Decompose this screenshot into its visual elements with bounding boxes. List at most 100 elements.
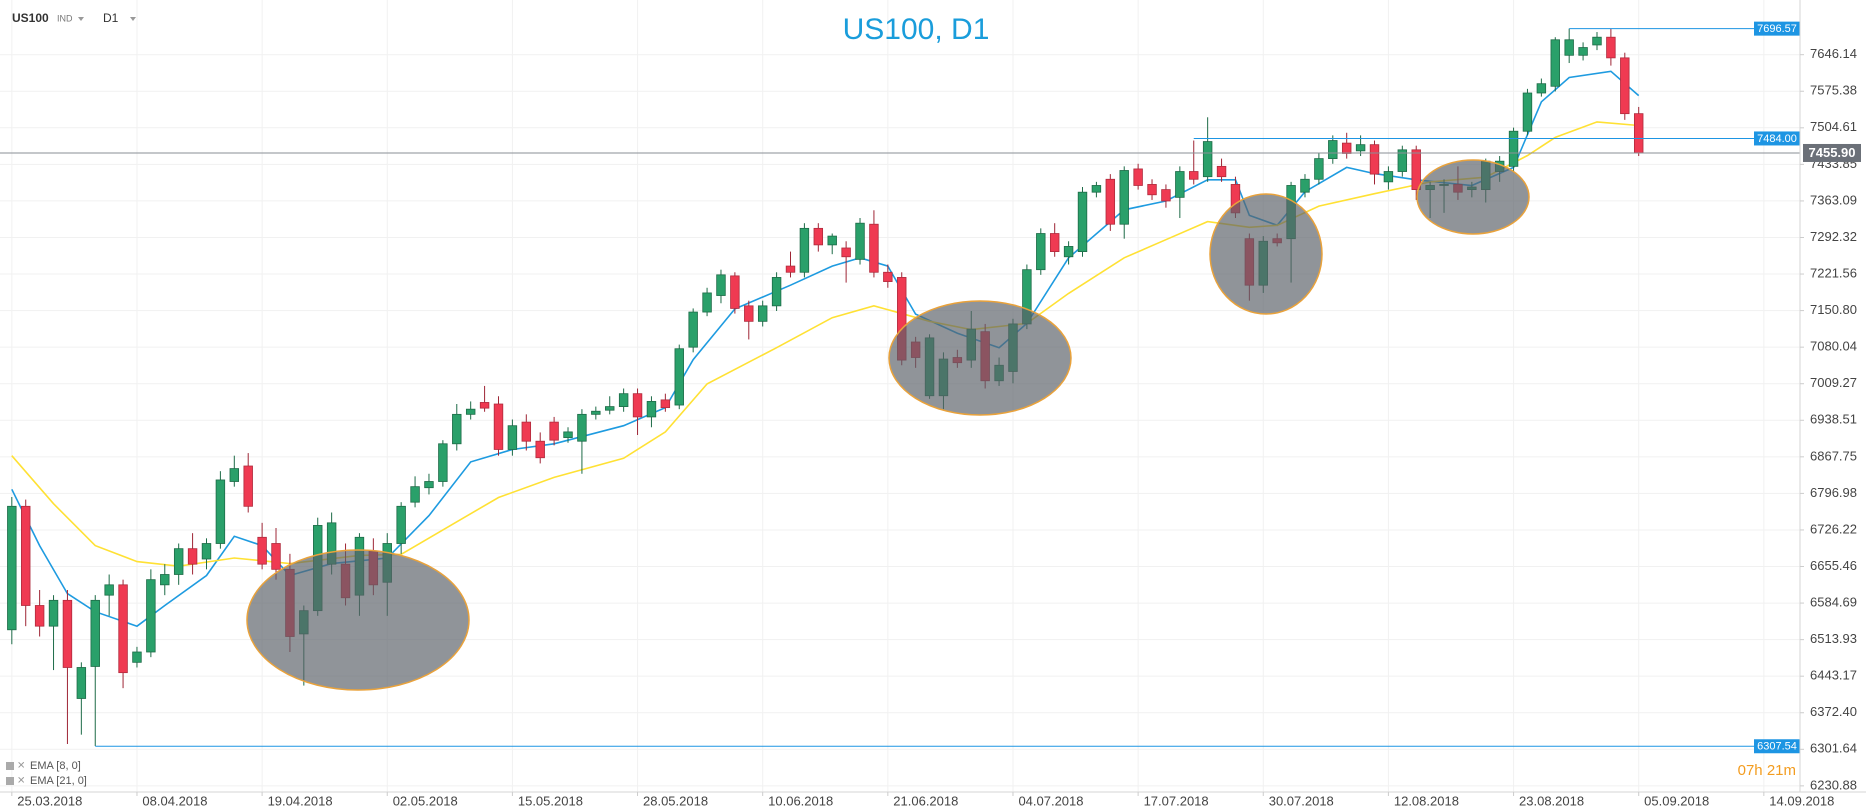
candle-body bbox=[271, 543, 281, 570]
axes: 7646.147575.387504.617433.857363.097292.… bbox=[11, 46, 1861, 808]
price-lines: 7696.57 7484.00 6307.54 bbox=[0, 21, 1800, 754]
symbol[interactable]: US100 bbox=[12, 11, 49, 25]
candle-body bbox=[1620, 57, 1630, 115]
y-tick-label: 7504.61 bbox=[1810, 119, 1857, 134]
instrument-type[interactable]: IND bbox=[57, 13, 73, 23]
highlight-ellipse bbox=[1209, 193, 1323, 315]
candle-body bbox=[1341, 142, 1352, 154]
candle-body bbox=[201, 543, 212, 560]
candle-body bbox=[757, 305, 768, 322]
x-tick-label: 05.09.2018 bbox=[1644, 793, 1709, 808]
x-tick-label: 04.07.2018 bbox=[1018, 793, 1083, 808]
dropdown-arrow[interactable] bbox=[130, 17, 136, 21]
candle-body bbox=[1300, 178, 1310, 193]
y-tick-label: 7646.14 bbox=[1810, 46, 1857, 61]
candle-body bbox=[479, 402, 490, 409]
legend-close[interactable]: ✕ bbox=[17, 776, 25, 787]
candle-body bbox=[396, 505, 406, 544]
candle-body bbox=[1508, 130, 1519, 167]
candle-body bbox=[716, 274, 726, 296]
candle-body bbox=[827, 235, 837, 246]
candle-body bbox=[1606, 36, 1616, 59]
x-tick-label: 10.06.2018 bbox=[768, 793, 833, 808]
highlight-ellipse bbox=[888, 300, 1072, 416]
candle-body bbox=[243, 465, 253, 507]
candle-body bbox=[424, 481, 434, 489]
y-tick-label: 6584.69 bbox=[1810, 595, 1857, 610]
x-tick-label: 25.03.2018 bbox=[17, 793, 82, 808]
chart-title: US100, D1 bbox=[843, 13, 990, 46]
price-line-tag bbox=[1754, 739, 1800, 754]
candle-body bbox=[132, 651, 142, 663]
candle-body bbox=[702, 292, 712, 313]
candle-body bbox=[1063, 246, 1074, 258]
candle-body bbox=[7, 505, 17, 631]
candle-body bbox=[730, 275, 740, 309]
candle-body bbox=[21, 505, 31, 606]
candle-body bbox=[841, 247, 851, 258]
x-tick-label: 02.05.2018 bbox=[393, 793, 458, 808]
x-tick-label: 15.05.2018 bbox=[518, 793, 583, 808]
y-tick-label: 6655.46 bbox=[1810, 558, 1857, 573]
x-tick-label: 19.04.2018 bbox=[268, 793, 333, 808]
candle-body bbox=[646, 401, 657, 418]
y-tick-label: 6443.17 bbox=[1810, 668, 1857, 683]
legend-icon[interactable] bbox=[6, 777, 14, 785]
y-tick-label: 6796.98 bbox=[1810, 485, 1857, 500]
legend-entry: EMA [8, 0] bbox=[30, 760, 81, 772]
candle-body bbox=[1175, 171, 1185, 198]
legend-icon[interactable] bbox=[6, 762, 14, 770]
x-tick-label: 28.05.2018 bbox=[643, 793, 708, 808]
candle-body bbox=[229, 468, 240, 482]
y-tick-label: 6867.75 bbox=[1810, 448, 1857, 463]
candle-body bbox=[48, 599, 59, 627]
candle-body bbox=[173, 548, 184, 575]
candle-body bbox=[160, 574, 170, 586]
y-tick-label: 6938.51 bbox=[1810, 412, 1857, 427]
price-line-label: 7484.00 bbox=[1757, 133, 1797, 145]
y-tick-label: 7292.32 bbox=[1810, 229, 1857, 244]
highlight-ellipse bbox=[1416, 159, 1530, 235]
y-tick-label: 7221.56 bbox=[1810, 265, 1857, 280]
candle-body bbox=[1592, 36, 1602, 46]
timeframe[interactable]: D1 bbox=[103, 11, 119, 25]
dropdown-arrow[interactable] bbox=[78, 17, 84, 21]
price-line-tag bbox=[1754, 21, 1800, 36]
highlight-ellipse bbox=[246, 549, 470, 691]
candle-body bbox=[577, 413, 587, 442]
candle-body bbox=[1536, 83, 1547, 94]
y-tick-label: 7575.38 bbox=[1810, 83, 1857, 98]
candle-body bbox=[1369, 144, 1380, 175]
price-line-label: 7696.57 bbox=[1757, 23, 1797, 35]
candle-body bbox=[1133, 168, 1143, 186]
candle-body bbox=[521, 421, 532, 442]
candle-body bbox=[452, 413, 462, 445]
y-tick-label: 6372.40 bbox=[1810, 704, 1857, 719]
candle-body bbox=[1036, 233, 1046, 271]
legend-close[interactable]: ✕ bbox=[17, 761, 25, 772]
candle-body bbox=[410, 486, 420, 503]
candle-body bbox=[632, 393, 643, 418]
candle-body bbox=[1119, 170, 1129, 225]
candle-body bbox=[855, 222, 865, 260]
candle-body bbox=[674, 348, 684, 406]
candle-body bbox=[799, 227, 810, 273]
candle-body bbox=[549, 421, 559, 441]
candle-body bbox=[146, 579, 156, 653]
y-tick-label: 6230.88 bbox=[1810, 777, 1857, 792]
candle-body bbox=[104, 584, 114, 596]
candle-body bbox=[1550, 39, 1560, 87]
candle-body bbox=[34, 605, 45, 627]
y-tick-label: 7080.04 bbox=[1810, 339, 1857, 354]
candle-body bbox=[1355, 144, 1366, 152]
candle-body bbox=[535, 440, 545, 459]
candle-body bbox=[1411, 149, 1421, 191]
price-line-tag bbox=[1754, 131, 1800, 146]
candle-body bbox=[76, 667, 87, 699]
candle-body bbox=[618, 393, 629, 407]
candle-body bbox=[1633, 113, 1644, 154]
candle-body bbox=[1328, 140, 1338, 160]
candle-body bbox=[1105, 178, 1116, 225]
candle-body bbox=[1216, 165, 1227, 178]
